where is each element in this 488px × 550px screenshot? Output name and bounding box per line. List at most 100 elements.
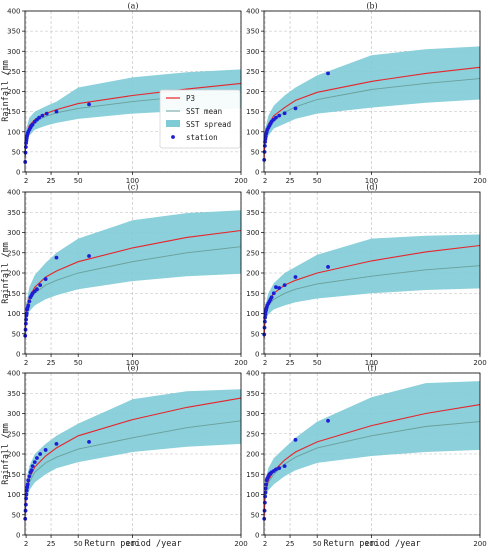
- y-tick-label: 250: [7, 249, 20, 257]
- station-point: [326, 418, 330, 423]
- y-tick-label: 400: [7, 8, 20, 16]
- y-tick-label: 300: [7, 48, 20, 56]
- station-point: [263, 312, 268, 317]
- station-point: [262, 149, 267, 154]
- station-point: [263, 134, 268, 139]
- x-tick-label: 200: [473, 359, 486, 367]
- x-tick-label: 25: [47, 177, 56, 185]
- sst-spread-band: [264, 234, 480, 342]
- panel-title: (c): [128, 183, 139, 192]
- station-point: [23, 327, 28, 332]
- station-point: [24, 311, 29, 316]
- station-point: [43, 448, 48, 452]
- y-tick-label: 350: [246, 209, 259, 217]
- x-tick-label: 50: [74, 177, 83, 185]
- station-point: [24, 488, 29, 493]
- station-point: [26, 303, 31, 308]
- station-point: [262, 325, 267, 330]
- panel-title: (f): [367, 364, 376, 373]
- station-point: [23, 502, 28, 507]
- x-tick-label: 100: [365, 540, 378, 548]
- y-tick-label: 350: [7, 28, 20, 36]
- y-tick-label: 400: [246, 189, 259, 197]
- station-point: [269, 295, 274, 300]
- y-tick-label: 300: [246, 229, 259, 237]
- y-tick-label: 0: [255, 169, 259, 177]
- station-point: [262, 143, 267, 148]
- y-tick-label: 300: [246, 48, 259, 56]
- y-tick-label: 350: [246, 28, 259, 36]
- station-point: [29, 468, 34, 473]
- station-point: [263, 486, 268, 491]
- x-tick-label: 2: [263, 177, 267, 185]
- station-point: [263, 490, 268, 495]
- legend-sst-spread-label: SST spread: [186, 120, 231, 129]
- station-point: [262, 319, 267, 324]
- station-point: [87, 254, 91, 258]
- station-point: [282, 111, 287, 116]
- x-tick-label: 50: [313, 359, 322, 367]
- x-tick-label: 25: [47, 540, 56, 548]
- station-point: [262, 508, 267, 513]
- station-point: [326, 265, 330, 269]
- x-tick-label: 50: [74, 540, 83, 548]
- y-tick-label: 50: [251, 148, 260, 156]
- x-tick-label: 100: [126, 177, 139, 185]
- x-tick-label: 2: [24, 177, 28, 185]
- x-tick-label: 2: [24, 359, 28, 367]
- legend-station-label: station: [186, 133, 218, 142]
- station-point: [26, 478, 31, 483]
- station-point: [282, 283, 287, 288]
- station-point: [54, 109, 59, 114]
- y-tick-label: 300: [7, 410, 20, 418]
- station-point: [38, 283, 43, 288]
- panel-title: (d): [366, 183, 377, 192]
- station-point: [277, 113, 282, 118]
- sst-spread-band: [25, 210, 241, 342]
- legend: P3 SST mean SST spread station: [159, 89, 241, 149]
- y-tick-label: 400: [246, 8, 259, 16]
- y-tick-label: 50: [12, 330, 21, 338]
- y-tick-label: 0: [16, 351, 20, 359]
- sst-spread-band: [25, 389, 241, 521]
- y-axis-label: Rainfall /mm: [1, 423, 11, 484]
- x-tick-label: 2: [24, 540, 28, 548]
- x-tick-label: 25: [47, 359, 56, 367]
- y-tick-label: 150: [246, 471, 259, 479]
- sst-spread-band: [264, 46, 480, 162]
- x-tick-label: 200: [473, 177, 486, 185]
- station-point: [262, 500, 267, 505]
- y-tick-label: 200: [7, 451, 20, 459]
- x-axis-label: Return period /year: [84, 539, 181, 549]
- station-point: [282, 464, 287, 469]
- x-tick-label: 2: [263, 540, 267, 548]
- station-point: [23, 321, 28, 326]
- y-tick-label: 250: [246, 430, 259, 438]
- y-tick-label: 200: [246, 88, 259, 96]
- station-point: [40, 113, 45, 118]
- y-tick-label: 50: [251, 330, 260, 338]
- y-tick-label: 100: [7, 491, 20, 499]
- station-point: [35, 287, 39, 292]
- y-tick-label: 0: [255, 532, 259, 540]
- y-tick-label: 100: [246, 310, 259, 318]
- x-axis-label: Return period /year: [323, 539, 420, 549]
- x-tick-label: 2: [263, 359, 267, 367]
- legend-p3-label: P3: [186, 94, 195, 103]
- station-point: [23, 145, 28, 149]
- x-tick-label: 100: [126, 540, 139, 548]
- y-tick-label: 250: [7, 68, 20, 76]
- y-tick-label: 400: [7, 370, 20, 378]
- x-tick-label: 100: [365, 177, 378, 185]
- y-tick-label: 300: [7, 229, 20, 237]
- station-point: [293, 106, 298, 111]
- station-point: [293, 275, 298, 279]
- station-point: [54, 441, 59, 446]
- station-point: [23, 150, 28, 155]
- y-tick-label: 200: [246, 451, 259, 459]
- station-point: [274, 285, 278, 290]
